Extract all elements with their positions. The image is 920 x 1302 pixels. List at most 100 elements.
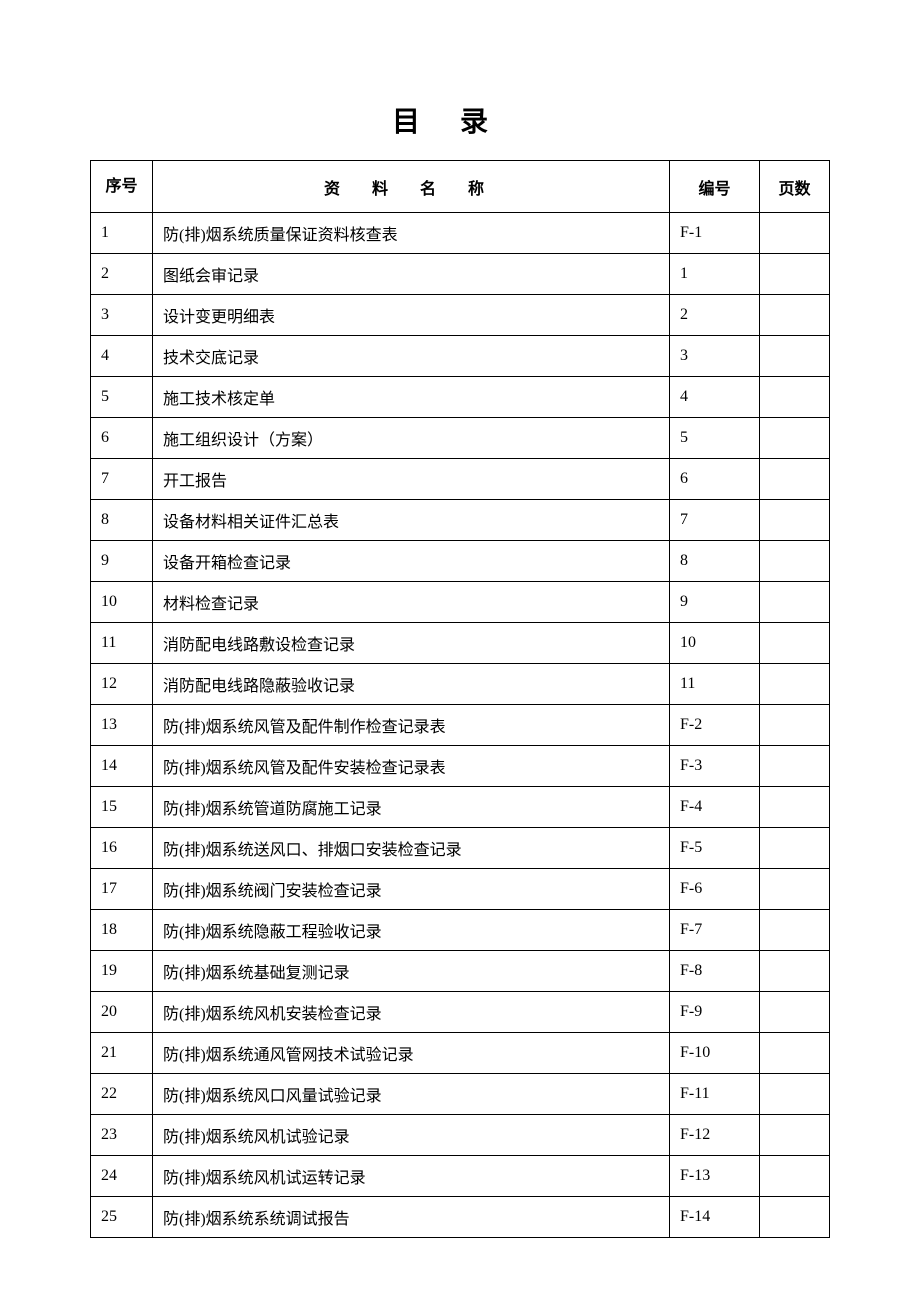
header-code: 编号 [670,161,760,213]
cell-code: F-7 [670,910,760,951]
table-row: 25防(排)烟系统系统调试报告F-14 [91,1197,830,1238]
cell-code: 6 [670,459,760,500]
page-title: 目录 [90,100,830,140]
cell-seq: 3 [91,295,153,336]
cell-name: 防(排)烟系统风管及配件安装检查记录表 [153,746,670,787]
cell-page [760,418,830,459]
table-header-row: 序号 资 料 名 称 编号 页数 [91,161,830,213]
table-row: 18防(排)烟系统隐蔽工程验收记录F-7 [91,910,830,951]
cell-page [760,828,830,869]
table-row: 8设备材料相关证件汇总表7 [91,500,830,541]
cell-name: 防(排)烟系统风口风量试验记录 [153,1074,670,1115]
cell-page [760,459,830,500]
header-page: 页数 [760,161,830,213]
cell-seq: 6 [91,418,153,459]
cell-name: 防(排)烟系统阀门安装检查记录 [153,869,670,910]
cell-code: F-8 [670,951,760,992]
cell-seq: 23 [91,1115,153,1156]
cell-seq: 25 [91,1197,153,1238]
cell-seq: 14 [91,746,153,787]
cell-code: 3 [670,336,760,377]
cell-name: 设备开箱检查记录 [153,541,670,582]
cell-page [760,1115,830,1156]
cell-page [760,705,830,746]
cell-code: F-4 [670,787,760,828]
cell-page [760,582,830,623]
table-row: 16防(排)烟系统送风口、排烟口安装检查记录F-5 [91,828,830,869]
table-row: 13防(排)烟系统风管及配件制作检查记录表F-2 [91,705,830,746]
cell-code: 10 [670,623,760,664]
cell-seq: 8 [91,500,153,541]
cell-code: 7 [670,500,760,541]
cell-page [760,500,830,541]
table-row: 20防(排)烟系统风机安装检查记录F-9 [91,992,830,1033]
cell-page [760,951,830,992]
cell-name: 设计变更明细表 [153,295,670,336]
cell-page [760,992,830,1033]
table-row: 4技术交底记录3 [91,336,830,377]
cell-seq: 20 [91,992,153,1033]
table-row: 2图纸会审记录1 [91,254,830,295]
cell-page [760,336,830,377]
cell-seq: 12 [91,664,153,705]
cell-code: F-5 [670,828,760,869]
cell-code: F-10 [670,1033,760,1074]
cell-name: 防(排)烟系统风机试运转记录 [153,1156,670,1197]
cell-code: F-12 [670,1115,760,1156]
table-row: 11消防配电线路敷设检查记录10 [91,623,830,664]
cell-seq: 16 [91,828,153,869]
cell-seq: 1 [91,213,153,254]
cell-seq: 22 [91,1074,153,1115]
cell-seq: 17 [91,869,153,910]
cell-name: 图纸会审记录 [153,254,670,295]
cell-name: 防(排)烟系统风机试验记录 [153,1115,670,1156]
table-row: 9设备开箱检查记录8 [91,541,830,582]
table-row: 6施工组织设计（方案）5 [91,418,830,459]
cell-name: 材料检查记录 [153,582,670,623]
cell-page [760,254,830,295]
table-row: 12消防配电线路隐蔽验收记录11 [91,664,830,705]
cell-code: F-6 [670,869,760,910]
cell-page [760,746,830,787]
cell-seq: 9 [91,541,153,582]
cell-page [760,1197,830,1238]
cell-page [760,213,830,254]
cell-seq: 4 [91,336,153,377]
cell-code: F-11 [670,1074,760,1115]
cell-seq: 24 [91,1156,153,1197]
cell-seq: 15 [91,787,153,828]
table-row: 10材料检查记录9 [91,582,830,623]
cell-page [760,1074,830,1115]
table-row: 7开工报告6 [91,459,830,500]
cell-seq: 5 [91,377,153,418]
cell-code: F-1 [670,213,760,254]
table-row: 23防(排)烟系统风机试验记录F-12 [91,1115,830,1156]
cell-name: 防(排)烟系统质量保证资料核查表 [153,213,670,254]
cell-seq: 13 [91,705,153,746]
cell-code: 1 [670,254,760,295]
cell-code: 4 [670,377,760,418]
cell-code: 5 [670,418,760,459]
cell-code: F-2 [670,705,760,746]
table-body: 1防(排)烟系统质量保证资料核查表F-12图纸会审记录13设计变更明细表24技术… [91,213,830,1238]
cell-name: 防(排)烟系统基础复测记录 [153,951,670,992]
cell-name: 开工报告 [153,459,670,500]
cell-name: 防(排)烟系统风管及配件制作检查记录表 [153,705,670,746]
cell-page [760,910,830,951]
cell-seq: 19 [91,951,153,992]
cell-page [760,295,830,336]
table-row: 24防(排)烟系统风机试运转记录F-13 [91,1156,830,1197]
toc-table: 序号 资 料 名 称 编号 页数 1防(排)烟系统质量保证资料核查表F-12图纸… [90,160,830,1238]
cell-name: 技术交底记录 [153,336,670,377]
table-row: 15防(排)烟系统管道防腐施工记录F-4 [91,787,830,828]
cell-seq: 11 [91,623,153,664]
cell-page [760,787,830,828]
cell-seq: 7 [91,459,153,500]
cell-seq: 10 [91,582,153,623]
cell-name: 防(排)烟系统系统调试报告 [153,1197,670,1238]
cell-page [760,869,830,910]
table-row: 17防(排)烟系统阀门安装检查记录F-6 [91,869,830,910]
table-row: 19防(排)烟系统基础复测记录F-8 [91,951,830,992]
table-row: 1防(排)烟系统质量保证资料核查表F-1 [91,213,830,254]
cell-page [760,1156,830,1197]
